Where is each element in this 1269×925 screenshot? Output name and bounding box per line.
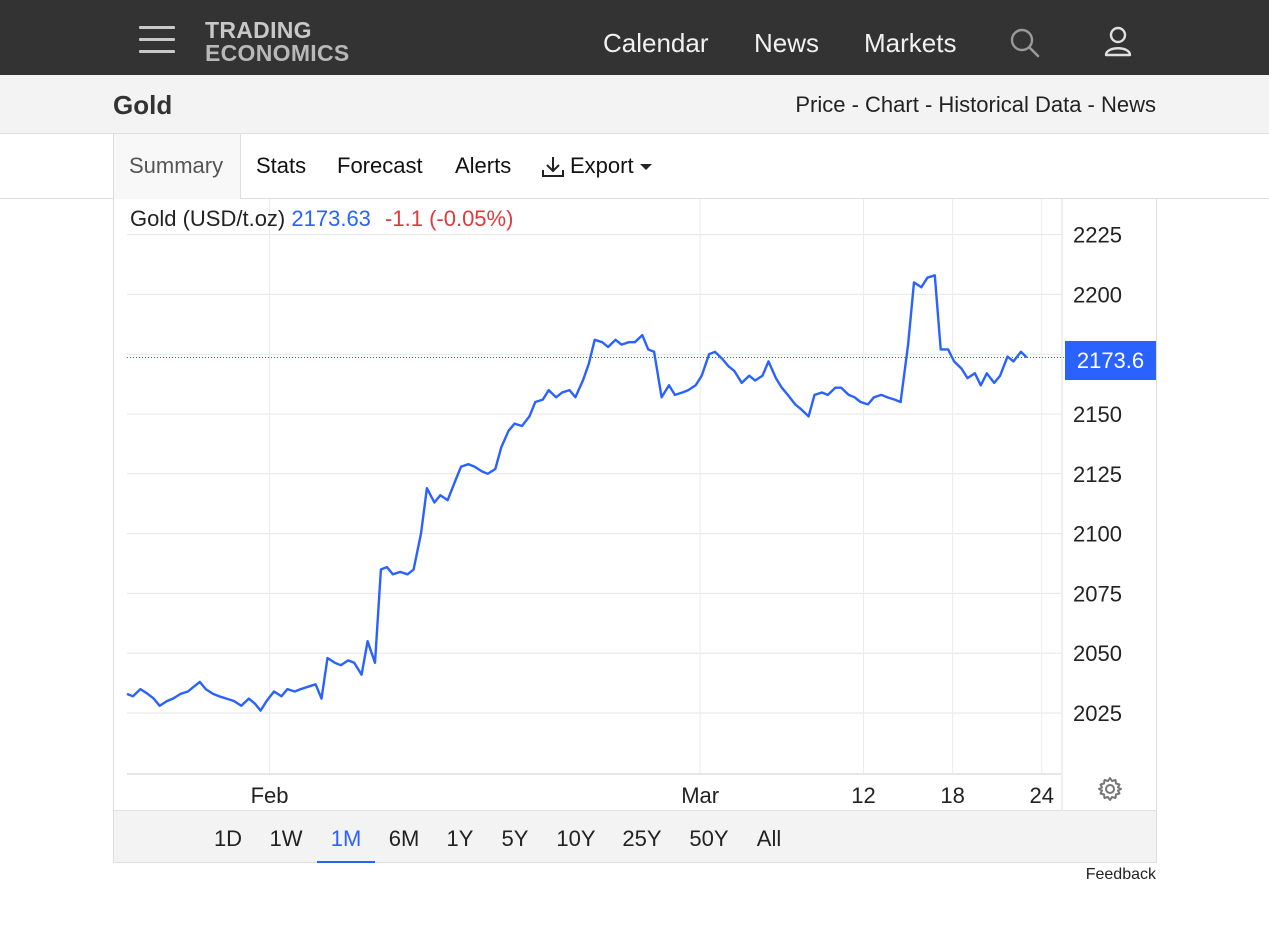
tab-bar: Summary Stats Forecast Alerts Export [0,134,1269,199]
tab-forecast-label: Forecast [337,153,423,178]
y-tick-label: 2100 [1073,522,1122,547]
page-title: Gold [113,90,173,120]
y-tick-label: 2225 [1073,223,1122,248]
nav-markets[interactable]: Markets [864,28,957,58]
tab-summary-label: Summary [129,153,224,178]
quote-label: Gold (USD/t.oz) 2173.63 -1.1 (-0.05%) [130,206,513,232]
tab-export[interactable]: Export [540,134,652,199]
tab-alerts-label: Alerts [455,153,512,178]
gear-icon[interactable] [1097,776,1123,802]
range-all-button[interactable]: All [756,826,782,851]
page-section-links[interactable]: Price - Chart - Historical Data - News [795,92,1156,117]
search-icon[interactable] [1010,28,1040,58]
tab-stats[interactable]: Stats [256,134,306,199]
instrument-name: Gold (USD/t.oz) [130,206,286,231]
last-price-badge: 2173.6 [1065,341,1156,380]
user-account-icon[interactable] [1103,26,1133,58]
range-1d-button[interactable]: 1D [213,826,243,851]
range-10y-button[interactable]: 10Y [556,826,596,851]
nav-calendar[interactable]: Calendar [603,28,709,58]
logo-line-1: TRADING [205,17,312,43]
logo-line-2: ECONOMICS [205,40,350,66]
range-5y-button[interactable]: 5Y [501,826,529,851]
current-price: 2173.63 [291,206,371,231]
price-series-line [126,274,1028,712]
range-6m-button[interactable]: 6M [388,826,420,851]
chevron-down-icon [639,164,652,171]
range-1y-button[interactable]: 1Y [446,826,474,851]
price-change: -1.1 (-0.05%) [385,206,514,231]
tab-forecast[interactable]: Forecast [337,134,423,199]
trading-economics-logo[interactable]: TRADING ECONOMICS [205,19,350,65]
tab-stats-label: Stats [256,153,307,178]
nav-news[interactable]: News [754,28,820,58]
y-tick-label: 2025 [1073,701,1122,726]
x-tick-label: 18 [940,783,964,808]
range-1w-button[interactable]: 1W [269,826,303,851]
price-chart[interactable]: 202520502075210021252150217522002225FebM… [114,199,1156,810]
tab-alerts[interactable]: Alerts [455,134,511,199]
time-range-selector: 1D 1W 1M 6M 1Y 5Y 10Y 25Y 50Y All [114,810,1156,863]
y-tick-label: 2200 [1073,282,1122,307]
y-tick-label: 2050 [1073,641,1122,666]
tab-summary[interactable]: Summary [113,134,241,199]
x-tick-label: 24 [1029,783,1053,808]
title-bar: Gold Price - Chart - Historical Data - N… [0,75,1269,134]
y-tick-label: 2125 [1073,462,1122,487]
download-icon [542,157,564,178]
range-25y-button[interactable]: 25Y [622,826,662,851]
top-navigation-bar: TRADING ECONOMICS Calendar News Markets [0,0,1269,75]
y-tick-label: 2075 [1073,581,1122,606]
range-50y-button[interactable]: 50Y [689,826,729,851]
y-tick-label: 2150 [1073,402,1122,427]
range-1m-button[interactable]: 1M [317,811,375,863]
hamburger-menu-icon[interactable] [139,26,175,54]
x-tick-label: Mar [681,783,719,808]
tab-export-label: Export [570,153,634,178]
chart-panel: 202520502075210021252150217522002225FebM… [113,199,1157,863]
x-tick-label: Feb [251,783,289,808]
x-tick-label: 12 [851,783,875,808]
feedback-link[interactable]: Feedback [1085,866,1156,883]
